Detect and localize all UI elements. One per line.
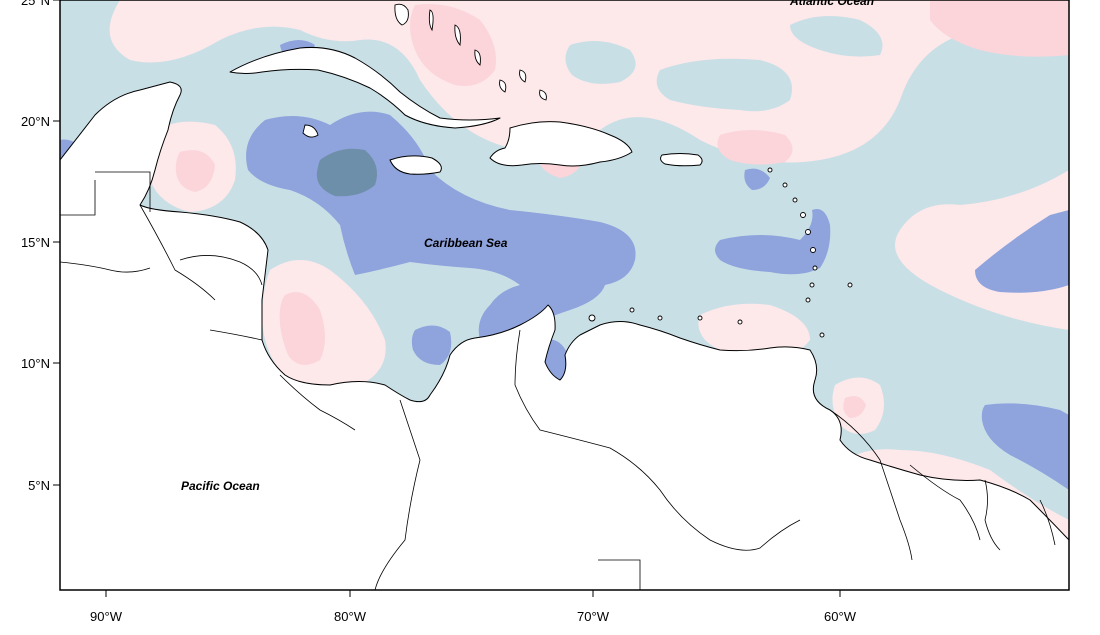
land-central-america — [60, 81, 1069, 590]
latitude-axis: 25°N 20°N 15°N 10°N 5°N — [21, 0, 60, 493]
blue-region-guiana-offshore — [981, 403, 1069, 490]
pacific-ocean-label: Pacific Ocean — [181, 479, 260, 493]
map-frame — [59, 0, 1070, 591]
pink-patch-puerto-rico-east — [717, 130, 793, 165]
blue-region-panama — [411, 325, 452, 365]
pale-blue-subtropics — [926, 67, 1069, 195]
pale-blue-atlantic-northeast — [790, 16, 883, 57]
dark-blue-core — [316, 148, 378, 197]
bahamas-islands — [302, 3, 547, 138]
lon-tick-label: 60°W — [824, 609, 857, 624]
blue-region-east-atlantic — [975, 210, 1069, 293]
atlantic-ocean-label: Atlantic Ocean — [789, 0, 874, 8]
pink-patch-trinidad — [843, 396, 866, 418]
country-borders — [60, 171, 1056, 590]
pale-pink-windward — [698, 303, 810, 360]
lat-tick-label: 15°N — [21, 235, 50, 250]
lon-tick-label: 80°W — [334, 609, 367, 624]
pale-blue-atlantic-north — [565, 41, 636, 84]
land-hispaniola — [489, 121, 633, 167]
lat-tick-label: 20°N — [21, 114, 50, 129]
pink-patch-northeast — [930, 0, 1069, 57]
pink-patch-nicaragua — [279, 292, 325, 365]
lat-tick-label: 25°N — [21, 0, 50, 8]
lat-tick-label: 10°N — [21, 356, 50, 371]
longitude-axis: 90°W 80°W 70°W 60°W — [90, 590, 857, 624]
blue-region-virgin-islands — [744, 168, 770, 190]
lesser-antilles — [588, 167, 853, 338]
anomaly-field: Caribbean Sea Pacific Ocean Atlantic Oce… — [60, 0, 1069, 590]
lat-tick-label: 5°N — [28, 478, 50, 493]
pink-patch-yucatan — [175, 150, 215, 192]
land-cuba — [229, 47, 501, 129]
land-puerto-rico — [660, 153, 703, 167]
blue-region-lesser-antilles — [715, 209, 831, 275]
lon-tick-label: 70°W — [577, 609, 610, 624]
pale-blue-atlantic-east — [656, 58, 792, 112]
lon-tick-label: 90°W — [90, 609, 123, 624]
caribbean-sea-label: Caribbean Sea — [424, 236, 508, 250]
land-jamaica — [389, 155, 442, 175]
